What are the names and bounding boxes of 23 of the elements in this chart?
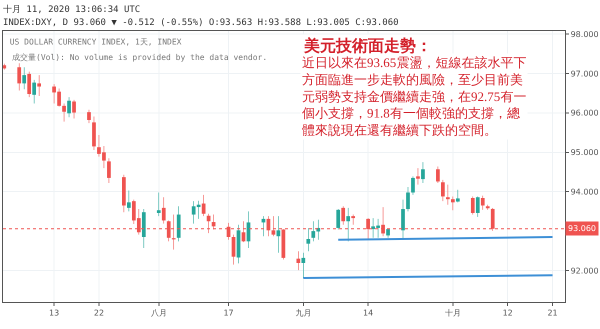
text: 十月 11, 2020 13:06:34 UTC [3,4,140,15]
y-tick-label: 98.000 [570,30,599,39]
x-tick-label: 八月 [150,308,167,318]
chart-subtitle: INDEX:DXY, D 93.060 ▼ -0.512 (-0.55%) O:93.563 H:93.588 L:93.005 C:93.060 [3,18,399,28]
x-tick-label: 12 [502,308,513,318]
x-tick-label: 十月 [444,308,461,318]
annotation: 近日以來在93.65震盪，短線在該水平下方面臨進一步走軟的風險，至少目前美元弱勢支持金價繼續走強，在92.75有一個小支撐，91.8有一個較強的支撐，總體來說現在還有繼續下跌的空間。 [302,55,526,138]
x-tick-label: 14 [363,308,374,318]
x-tick-label: 21 [547,308,558,318]
annotation: 美元技術面走勢： [303,36,432,55]
x-tick-label: 九月 [295,308,312,318]
candlestick [416,168,420,185]
y-tick-label: 96.000 [570,108,599,118]
x-tick-label: 17 [223,308,234,318]
y-tick-label: 94.000 [570,188,599,197]
text: US DOLLAR CURRENCY INDEX, 1天, INDEX [10,38,182,47]
x-tick-label: 22 [94,308,104,318]
x-tick-label: 13 [48,308,60,318]
y-tick-label: 95.000 [570,148,599,158]
ref-line-label: 93.060 [568,224,596,233]
y-tick-label: 92.000 [570,266,599,276]
annotation: 成交量(Vol): No volume is provided by the data vendor. [12,53,268,62]
y-tick-label: 97.000 [570,69,599,78]
